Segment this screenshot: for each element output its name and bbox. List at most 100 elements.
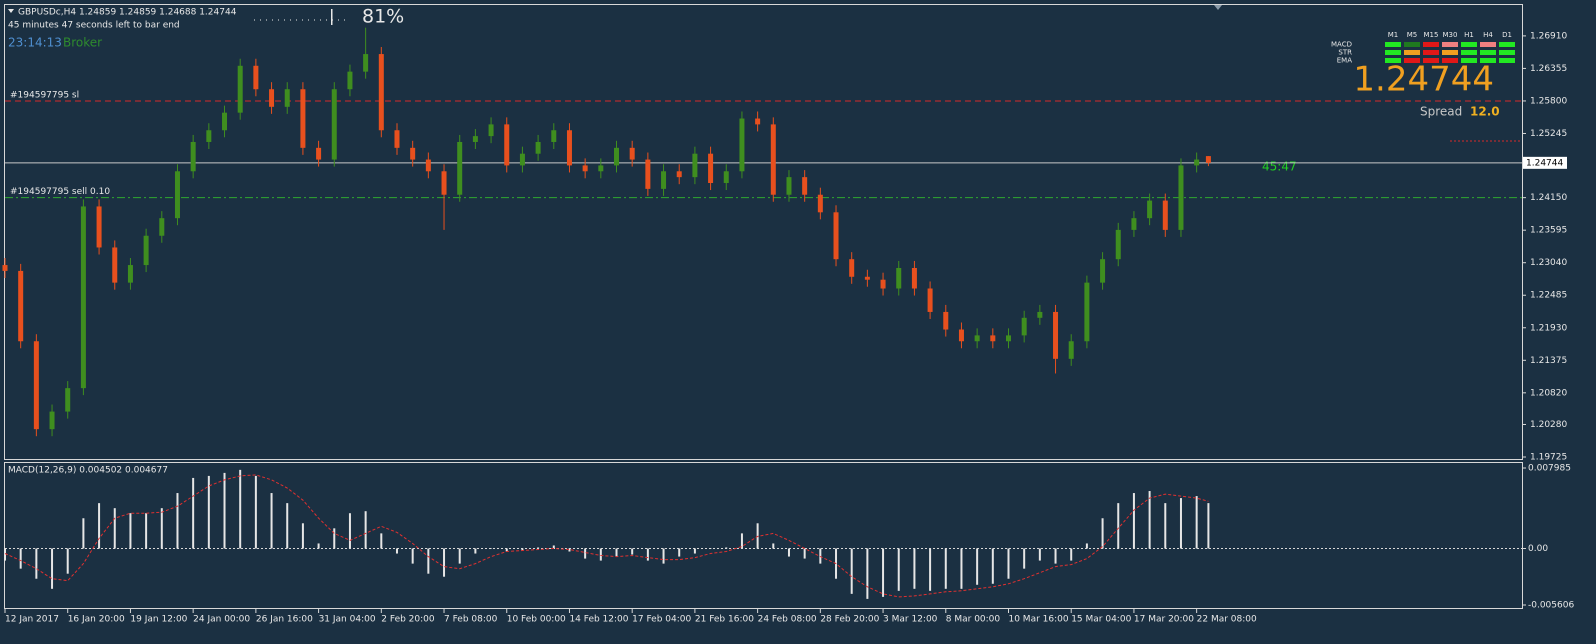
macd-bar bbox=[678, 548, 681, 557]
signal-cell bbox=[1423, 58, 1439, 63]
macd-bar bbox=[113, 508, 116, 549]
candle-body bbox=[535, 141, 541, 154]
macd-bar bbox=[787, 548, 790, 557]
order-label: #194597795 sl bbox=[10, 90, 79, 100]
signal-cell bbox=[1461, 50, 1477, 55]
candle-body bbox=[1194, 159, 1200, 166]
y-tick-label: 0.007985 bbox=[1528, 464, 1571, 474]
x-tick-label: 22 Mar 08:00 bbox=[1197, 615, 1257, 625]
candle-body bbox=[331, 89, 337, 160]
macd-bar bbox=[474, 548, 477, 554]
macd-bar bbox=[615, 548, 618, 557]
candle-body bbox=[127, 265, 133, 283]
signal-cell bbox=[1442, 50, 1458, 55]
candle-body bbox=[96, 206, 102, 248]
x-tick-label: 31 Jan 04:00 bbox=[319, 615, 376, 625]
candle-body bbox=[457, 141, 463, 195]
signal-cell bbox=[1499, 42, 1515, 47]
x-tick-label: 26 Jan 16:00 bbox=[256, 615, 313, 625]
macd-bar bbox=[223, 472, 226, 549]
signal-line bbox=[4, 474, 1209, 598]
signal-row-label: MACD bbox=[1331, 41, 1352, 49]
macd-bar bbox=[709, 548, 712, 549]
macd-bar bbox=[1038, 548, 1041, 561]
candle-body bbox=[645, 159, 651, 189]
signal-cell bbox=[1461, 58, 1477, 63]
macd-bar bbox=[521, 548, 524, 551]
x-tick-label: 24 Jan 00:00 bbox=[193, 615, 250, 625]
candle-body bbox=[661, 171, 667, 189]
macd-bar bbox=[1132, 493, 1135, 549]
timeframe-label: H1 bbox=[1464, 31, 1474, 39]
y-tick-label: 1.22485 bbox=[1530, 291, 1567, 301]
candle-body bbox=[112, 247, 118, 283]
candle-body bbox=[614, 147, 620, 166]
candle-body bbox=[1037, 311, 1043, 318]
candle-body bbox=[598, 165, 604, 172]
candle-body bbox=[958, 329, 964, 342]
y-tick-label: 1.23595 bbox=[1530, 226, 1567, 236]
timeframe-label: M15 bbox=[1424, 31, 1439, 39]
candle-body bbox=[284, 89, 290, 107]
signal-cell bbox=[1385, 50, 1401, 55]
macd-bar bbox=[1148, 491, 1151, 549]
candle-body bbox=[300, 89, 306, 148]
macd-bar bbox=[254, 475, 257, 549]
signal-cell bbox=[1480, 58, 1496, 63]
candle-body bbox=[739, 118, 745, 172]
macd-bar bbox=[976, 548, 979, 585]
candle-body bbox=[519, 153, 525, 166]
candle-body bbox=[1021, 317, 1027, 336]
spread-value: 12.0 bbox=[1470, 105, 1500, 119]
x-tick-label: 15 Mar 04:00 bbox=[1071, 615, 1131, 625]
macd-bar bbox=[568, 548, 571, 552]
candle-body bbox=[974, 335, 980, 342]
candle-body bbox=[1084, 282, 1090, 342]
candle-body bbox=[49, 411, 55, 430]
candle-body bbox=[159, 218, 165, 236]
candle-body bbox=[143, 235, 149, 266]
signal-cell bbox=[1404, 42, 1420, 47]
macd-bar bbox=[317, 543, 320, 549]
x-tick-label: 16 Jan 20:00 bbox=[68, 615, 125, 625]
macd-bar bbox=[599, 548, 602, 561]
macd-bar bbox=[348, 513, 351, 549]
candle-body bbox=[817, 194, 823, 213]
macd-bar bbox=[301, 523, 304, 549]
spread-label: Spread bbox=[1420, 105, 1462, 119]
macd-bar bbox=[850, 548, 853, 594]
x-tick-label: 10 Feb 00:00 bbox=[507, 615, 566, 625]
macd-bar bbox=[395, 548, 398, 554]
macd-bar bbox=[1007, 548, 1010, 579]
macd-bar bbox=[537, 547, 540, 549]
candle-body bbox=[253, 65, 259, 90]
candle-body bbox=[1131, 218, 1137, 230]
macd-bar bbox=[333, 528, 336, 549]
signal-cell bbox=[1385, 58, 1401, 63]
timeframe-label: M30 bbox=[1443, 31, 1458, 39]
x-tick-label: 12 Jan 2017 bbox=[5, 615, 59, 625]
signal-row-label: STR bbox=[1338, 49, 1352, 57]
macd-bar bbox=[427, 548, 430, 574]
macd-bar bbox=[631, 548, 634, 555]
candle-body bbox=[206, 130, 212, 142]
timeframe-label: H4 bbox=[1483, 31, 1493, 39]
macd-bar bbox=[490, 548, 493, 549]
order-label: #194597795 sell 0.10 bbox=[10, 187, 110, 197]
macd-bar bbox=[866, 548, 869, 599]
x-tick-label: 14 Feb 12:00 bbox=[569, 615, 628, 625]
bid-box bbox=[1523, 156, 1567, 169]
macd-bar bbox=[98, 503, 101, 549]
macd-bar bbox=[458, 548, 461, 564]
candle-body bbox=[755, 118, 761, 125]
candle-body bbox=[770, 124, 776, 195]
macd-bar bbox=[160, 508, 163, 549]
candle-body bbox=[911, 267, 917, 289]
macd-bar bbox=[1070, 548, 1073, 561]
x-tick-label: 17 Feb 04:00 bbox=[632, 615, 691, 625]
macd-bar bbox=[19, 548, 22, 569]
candle-body bbox=[504, 124, 510, 166]
candle-body bbox=[472, 136, 478, 142]
macd-bar bbox=[82, 518, 85, 549]
macd-bar bbox=[192, 477, 195, 549]
